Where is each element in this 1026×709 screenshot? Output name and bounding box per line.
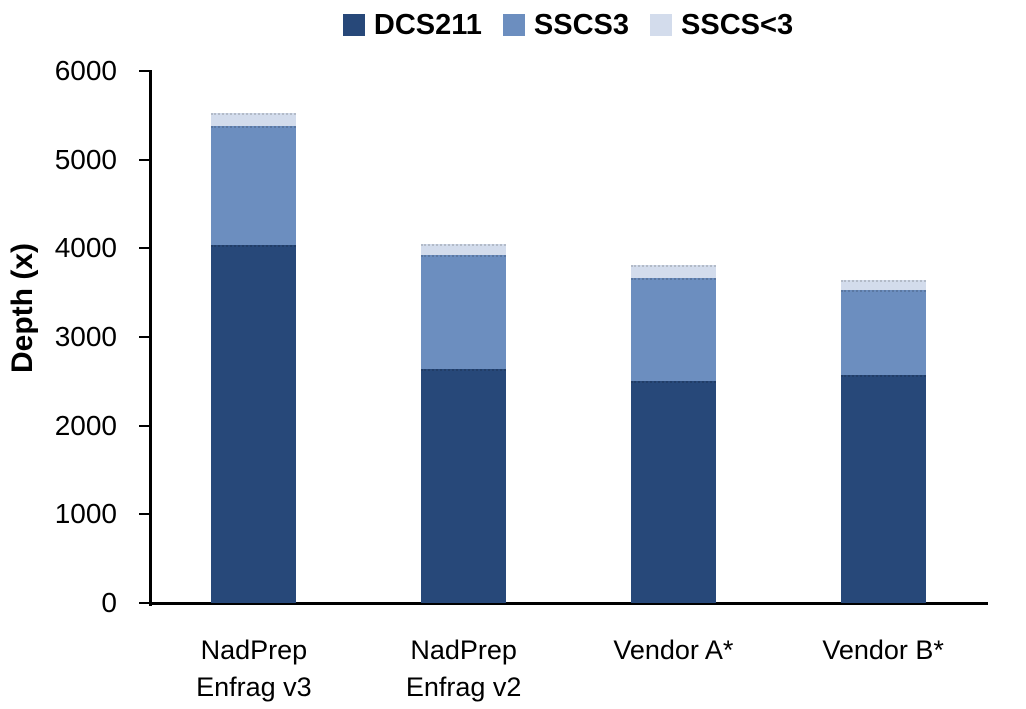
bar-segment-dcs211 bbox=[840, 375, 926, 603]
x-category-label: Enfrag v2 bbox=[405, 672, 522, 702]
y-tick-label: 1000 bbox=[54, 498, 117, 530]
x-category-label: Vendor B* bbox=[822, 635, 944, 665]
y-axis-line bbox=[149, 70, 152, 606]
legend-swatch-icon bbox=[650, 14, 673, 36]
bar-segment-sscs3 bbox=[630, 277, 716, 382]
x-axis-line bbox=[149, 601, 988, 605]
legend: DCS211 SSCS3 SSCS<3 bbox=[55, 8, 1026, 42]
legend-label: SSCS<3 bbox=[681, 9, 794, 41]
y-tick-label: 0 bbox=[101, 587, 117, 618]
y-tick-label: 6000 bbox=[54, 55, 117, 86]
bar-segment-sscs-3 bbox=[840, 280, 926, 290]
y-tick-label: 2000 bbox=[54, 409, 117, 441]
x-category-label: Vendor A* bbox=[613, 635, 734, 665]
y-axis-tick bbox=[139, 513, 149, 516]
legend-item: DCS211 bbox=[342, 8, 482, 42]
bar-segment-dcs211 bbox=[421, 368, 507, 603]
legend-item: SSCS<3 bbox=[650, 8, 793, 42]
bar-segment-sscs-3 bbox=[421, 243, 507, 255]
y-tick-label: 4000 bbox=[54, 232, 117, 264]
y-axis-tick bbox=[139, 70, 149, 72]
y-axis-tick bbox=[139, 158, 149, 161]
x-category-label: NadPrep bbox=[200, 635, 308, 665]
legend-label: SSCS3 bbox=[533, 9, 630, 41]
bar-segment-sscs-3 bbox=[630, 265, 716, 278]
bar-segment-sscs3 bbox=[211, 125, 297, 245]
bar-segment-sscs3 bbox=[840, 290, 926, 376]
y-axis-tick bbox=[139, 602, 149, 604]
legend-swatch-icon bbox=[342, 14, 365, 36]
y-axis-tick bbox=[139, 336, 149, 338]
y-axis-tick bbox=[139, 247, 149, 250]
bar-segment-dcs211 bbox=[211, 244, 297, 603]
bar-segment-sscs-3 bbox=[211, 112, 297, 126]
bar-segment-dcs211 bbox=[630, 381, 716, 603]
y-tick-label: 3000 bbox=[54, 321, 117, 352]
legend-label: DCS211 bbox=[373, 9, 482, 41]
legend-item: SSCS3 bbox=[502, 8, 630, 42]
legend-swatch-icon bbox=[502, 14, 525, 36]
y-axis-tick bbox=[139, 424, 149, 427]
x-category-label: NadPrep bbox=[410, 635, 517, 665]
y-tick-label: 5000 bbox=[54, 143, 117, 175]
x-category-label: Enfrag v3 bbox=[196, 672, 312, 702]
bar-segment-sscs3 bbox=[421, 254, 507, 369]
